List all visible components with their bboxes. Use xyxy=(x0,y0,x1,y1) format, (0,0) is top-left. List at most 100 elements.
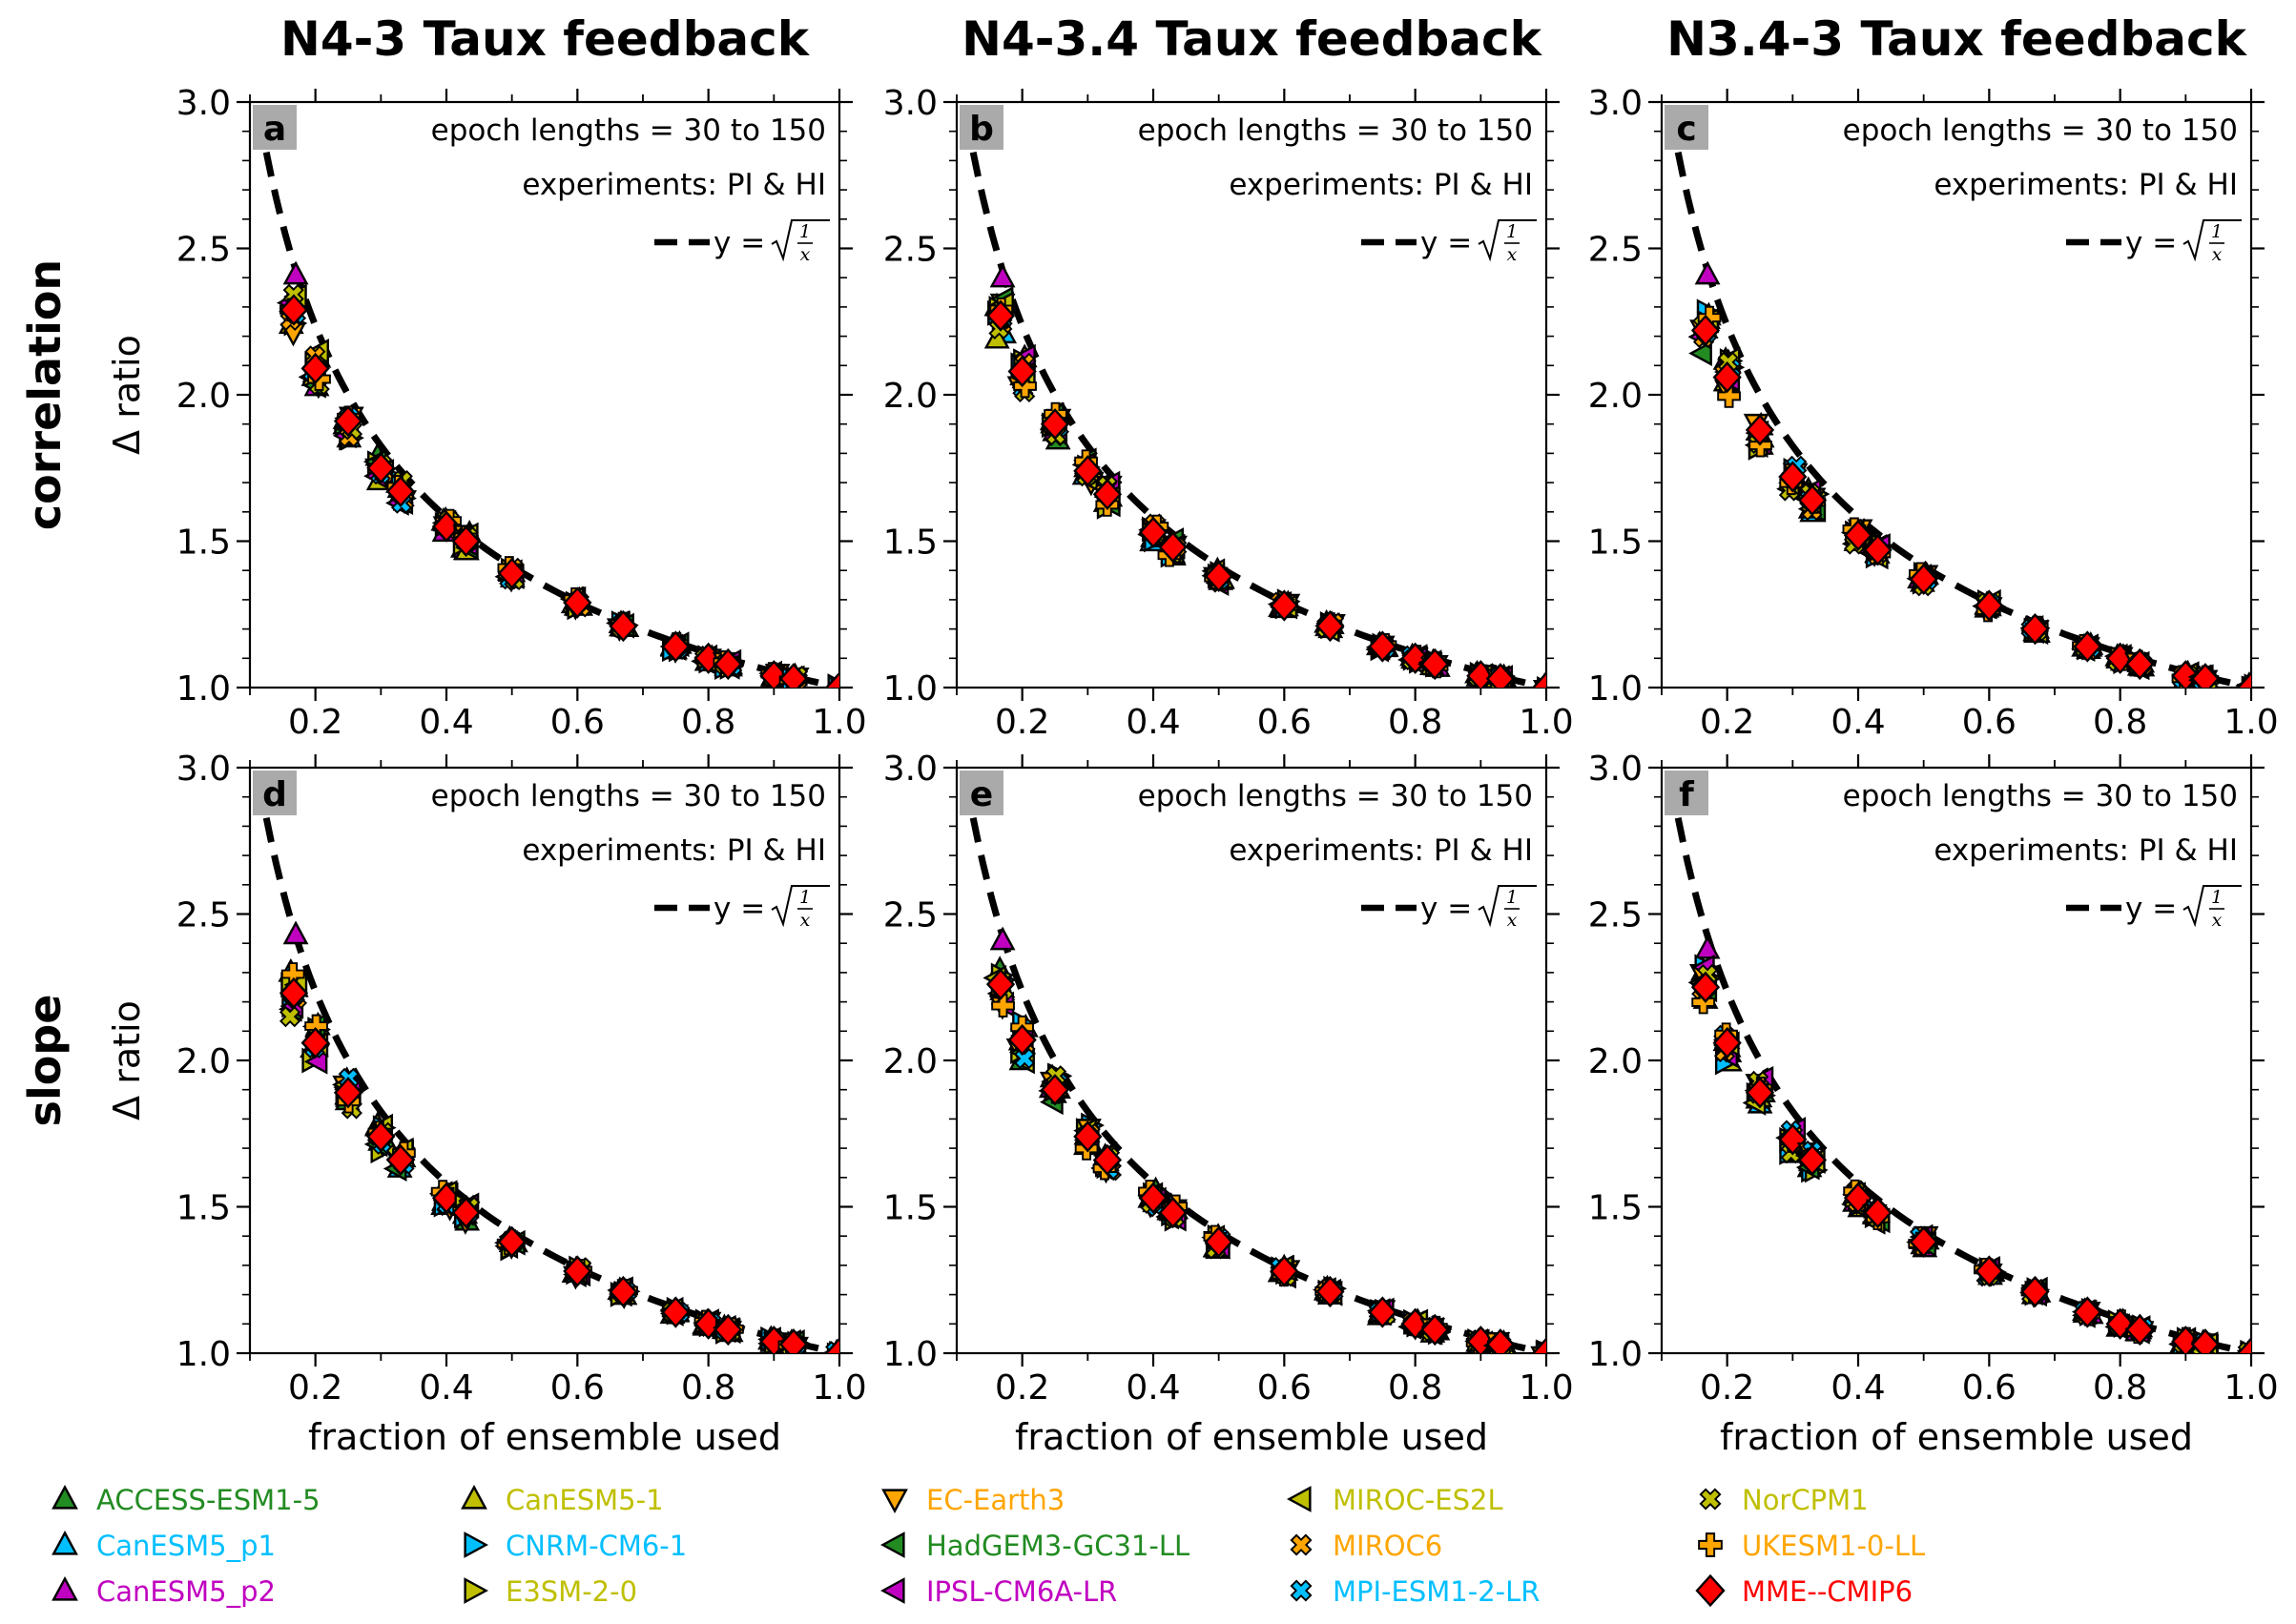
annotation-experiments: experiments: PI & HI xyxy=(522,168,826,202)
legend-item: MIROC-ES2L xyxy=(1286,1484,1503,1516)
data-point-mme xyxy=(1073,455,1103,487)
panel-letter: c xyxy=(1676,110,1696,149)
data-point-mme xyxy=(1368,1296,1397,1328)
data-point-mme xyxy=(451,1197,481,1229)
x-tick-label: 0.8 xyxy=(2093,1368,2147,1408)
y-tick-label: 2.5 xyxy=(883,231,938,270)
x-tick-label: 0.4 xyxy=(1126,1368,1180,1408)
data-point-mme xyxy=(2190,663,2221,688)
plot-area xyxy=(969,151,1546,688)
data-point-mme xyxy=(1138,516,1169,548)
axis-ticks: 0.2 0.4 0.6 0.8 1.0 1.0 1.5 2.0 2.5 3.0 xyxy=(1588,750,2279,1408)
panel-letter: d xyxy=(262,775,287,814)
data-point-mme xyxy=(824,671,839,688)
data-point-mme xyxy=(1909,563,1938,596)
data-point-mme xyxy=(824,1337,839,1353)
y-tick-label: 1.0 xyxy=(1588,669,1643,709)
data-point-ukesm1-0-ll xyxy=(1013,374,1037,399)
x-tick-label: 0.6 xyxy=(1257,703,1312,742)
curve-legend-label: y = xyxy=(714,892,765,926)
legend-item: HadGEM3-GC31-LL xyxy=(879,1530,1189,1562)
reference-curve xyxy=(1674,816,2251,1353)
y-tick-label: 3.0 xyxy=(176,84,231,123)
data-point-mme xyxy=(1712,360,1742,394)
plot-area xyxy=(1674,816,2251,1353)
legend-item: E3SM-2-0 xyxy=(464,1575,637,1608)
data-point-ukesm1-0-ll xyxy=(1748,433,1772,458)
y-tick-label: 2.0 xyxy=(1588,1042,1643,1081)
fraction-denominator: x xyxy=(800,910,811,931)
legend-label: E3SM-2-0 xyxy=(506,1575,637,1608)
fraction-numerator: 1 xyxy=(799,887,811,908)
data-point-canesm5_p2 xyxy=(989,263,1016,288)
sqrt-sign xyxy=(1478,885,1537,928)
data-point-mme xyxy=(609,609,638,643)
data-point-mme xyxy=(2190,1328,2221,1353)
annotation-epoch: epoch lengths = 30 to 150 xyxy=(1843,779,2238,813)
sqrt-sign xyxy=(2182,885,2242,928)
x-tick-label: 1.0 xyxy=(2224,1368,2278,1408)
column-title: N4-3 Taux feedback xyxy=(280,11,811,67)
legend-label: IPSL-CM6A-LR xyxy=(926,1575,1117,1608)
legend-label: MME--CMIP6 xyxy=(1742,1575,1913,1608)
data-point-mme xyxy=(1204,1225,1233,1258)
data-point-mme xyxy=(300,1026,330,1059)
fraction-denominator: x xyxy=(1507,910,1518,931)
data-point-canesm5_p2 xyxy=(1694,260,1721,285)
column-title: N3.4-3 Taux feedback xyxy=(1666,11,2248,67)
legend-label: CanESM5_p2 xyxy=(96,1575,276,1608)
axis-ticks: 0.2 0.4 0.6 0.8 1.0 1.0 1.5 2.0 2.5 3.0 xyxy=(1588,84,2279,742)
y-tick-label: 1.0 xyxy=(883,1335,938,1374)
legend-item: CNRM-CM6-1 xyxy=(464,1530,687,1562)
panel-letter: b xyxy=(969,110,994,149)
plot-area xyxy=(262,816,839,1353)
data-point-mme xyxy=(1531,1337,1546,1353)
legend-marker-mpi-esm1-2-lr xyxy=(1290,1579,1313,1602)
data-point-mme xyxy=(563,586,592,619)
data-point-mme xyxy=(1315,1275,1345,1308)
x-tick-label: 0.2 xyxy=(995,703,1049,742)
y-tick-label: 2.5 xyxy=(1588,231,1643,270)
panel-letter-box xyxy=(253,771,297,815)
legend-label: EC-Earth3 xyxy=(926,1484,1065,1516)
legend-marker-e3sm-2-0 xyxy=(464,1577,489,1604)
data-point-mme xyxy=(366,1120,396,1153)
panel-a: 0.2 0.4 0.6 0.8 1.0 1.0 1.5 2.0 2.5 3.0 Δ ratio a ep… xyxy=(106,84,867,742)
legend-marker-canesm5_p1 xyxy=(52,1530,78,1555)
data-point-canesm5_p2 xyxy=(989,926,1016,951)
data-point-mme xyxy=(1315,609,1345,643)
annotation-epoch: epoch lengths = 30 to 150 xyxy=(1138,779,1533,813)
curve-legend: y = 1x xyxy=(1361,885,1537,931)
legend-marker-miroc-es2l xyxy=(1286,1486,1312,1512)
data-point-mme xyxy=(1040,1074,1070,1106)
data-point-mme xyxy=(1690,314,1721,347)
panel-letter-box xyxy=(960,771,1003,815)
legend-item: MPI-ESM1-2-LR xyxy=(1290,1575,1540,1608)
y-tick-label: 1.5 xyxy=(1588,1189,1643,1228)
x-tick-label: 0.2 xyxy=(288,703,342,742)
y-tick-label: 2.0 xyxy=(176,1042,231,1081)
data-point-mme xyxy=(1797,483,1828,517)
panel-f: 0.2 0.4 0.6 0.8 1.0 1.0 1.5 2.0 2.5 3.0 fraction o… xyxy=(1588,750,2279,1458)
data-point-mme xyxy=(1975,589,2004,622)
data-point-mme xyxy=(2125,1313,2155,1346)
data-point-mme xyxy=(1745,414,1775,446)
curve-legend: y = 1x xyxy=(654,885,830,931)
row-title: slope xyxy=(19,995,71,1127)
legend-item: EC-Earth3 xyxy=(881,1484,1065,1516)
x-tick-label: 0.4 xyxy=(1831,703,1885,742)
data-point-mme xyxy=(2020,612,2050,646)
fraction-denominator: x xyxy=(2212,244,2223,265)
axis-ticks: 0.2 0.4 0.6 0.8 1.0 1.0 1.5 2.0 2.5 3.0 xyxy=(176,84,867,742)
legend-marker-hadgem3-gc31-ll xyxy=(879,1531,905,1558)
y-tick-label: 1.5 xyxy=(883,1189,938,1228)
x-axis-label: fraction of ensemble used xyxy=(1015,1416,1488,1458)
y-axis-label: Δ ratio xyxy=(106,1000,148,1120)
legend-marker-canesm5-1 xyxy=(461,1484,487,1510)
data-point-canesm5_p2 xyxy=(1694,935,1721,959)
data-point-mme xyxy=(1485,663,1516,688)
y-tick-label: 1.0 xyxy=(883,669,938,709)
legend-marker-mme--cmip6 xyxy=(1695,1573,1726,1608)
curve-legend: y = 1x xyxy=(2066,885,2242,931)
x-tick-label: 0.8 xyxy=(2093,703,2147,742)
